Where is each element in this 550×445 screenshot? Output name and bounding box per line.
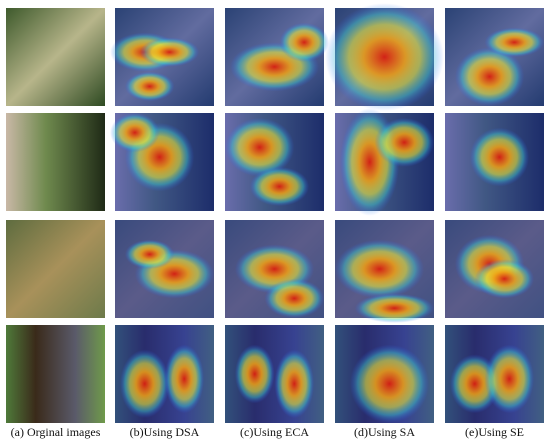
heat-spot (484, 344, 535, 414)
image-tile (335, 108, 434, 216)
heat-spot (139, 37, 200, 67)
heat-spot (484, 27, 544, 57)
image-base (6, 220, 105, 318)
heat-spot (335, 239, 425, 299)
heat-spot (454, 47, 525, 106)
image-tile (6, 8, 105, 106)
image-tile (115, 220, 214, 318)
heat-spot (225, 117, 295, 177)
image-tile (225, 8, 329, 106)
image-tile (6, 113, 105, 211)
caption: (b)Using DSA (130, 425, 200, 439)
heat-spot (374, 117, 434, 167)
image-base (6, 113, 105, 211)
image-tile (6, 325, 105, 423)
heat-spot (249, 166, 310, 207)
captions: (a) Orginal images (b)Using DSA (c)Using E… (11, 425, 524, 439)
caption: (d)Using SA (354, 425, 415, 439)
heat-spot (349, 344, 430, 423)
image-tile (445, 113, 544, 211)
image-tile (445, 8, 544, 106)
heat-spot (474, 259, 535, 299)
caption: (e)Using SE (465, 425, 524, 439)
image-tile (115, 325, 214, 423)
image-tile (335, 220, 434, 323)
caption: (a) Orginal images (11, 425, 101, 439)
heat-spot (119, 349, 170, 419)
image-tile (110, 113, 214, 211)
heat-spot (469, 127, 530, 187)
heat-spot (354, 293, 434, 323)
image-base (6, 8, 105, 106)
image-tile (225, 113, 324, 211)
image-tile (225, 220, 324, 318)
image-tile (445, 220, 544, 318)
heat-spot (164, 344, 205, 414)
heat-spot (279, 22, 329, 62)
image-tile (225, 325, 324, 423)
image-tile (335, 325, 434, 423)
image-tile (110, 8, 214, 106)
heat-spot (234, 344, 275, 404)
caption: (c)Using ECA (240, 425, 309, 439)
heat-spot (110, 113, 160, 153)
heat-spot (264, 278, 324, 318)
heat-spot (274, 349, 315, 419)
image-tile (445, 325, 544, 423)
image-tile (325, 3, 444, 111)
image-base (6, 325, 105, 423)
heat-spot (124, 71, 175, 102)
image-tile (6, 220, 105, 318)
heat-spot (325, 3, 444, 111)
heat-spot (124, 239, 175, 269)
image-grid (6, 3, 544, 423)
